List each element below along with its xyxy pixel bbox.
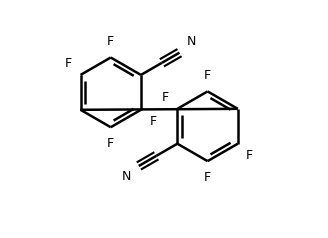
Text: F: F bbox=[246, 149, 253, 162]
Text: N: N bbox=[122, 170, 131, 183]
Text: F: F bbox=[107, 137, 114, 150]
Text: F: F bbox=[107, 35, 114, 48]
Text: F: F bbox=[65, 57, 72, 70]
Text: F: F bbox=[149, 115, 156, 128]
Text: F: F bbox=[204, 69, 211, 82]
Text: F: F bbox=[204, 171, 211, 184]
Text: F: F bbox=[162, 91, 169, 104]
Text: N: N bbox=[187, 35, 196, 48]
